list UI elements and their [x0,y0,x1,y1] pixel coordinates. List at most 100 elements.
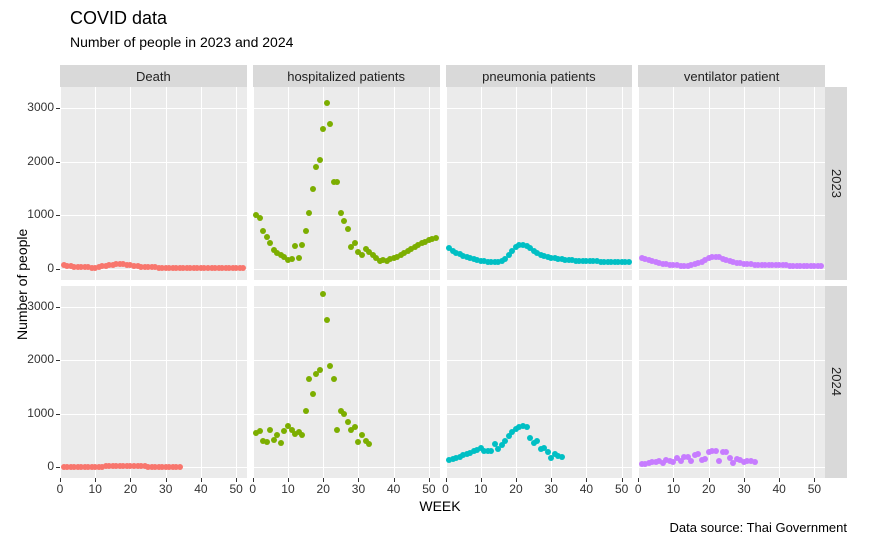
data-point [688,458,694,464]
data-point [264,234,270,240]
x-tick-label: 30 [346,482,370,496]
data-point [331,376,337,382]
data-point [359,252,365,258]
data-point [299,432,305,438]
x-tick-label: 20 [697,482,721,496]
data-point [352,240,358,246]
data-point [433,235,439,241]
data-point [559,454,565,460]
data-point [345,226,351,232]
x-tick-label: 30 [732,482,756,496]
facet-panel [446,87,633,280]
data-point [534,438,540,444]
x-tick-label: 40 [189,482,213,496]
data-point [702,456,708,462]
y-tick-label: 3000 [4,100,54,114]
x-tick-label: 20 [311,482,335,496]
chart-caption: Data source: Thai Government [669,520,847,535]
y-tick-label: 2000 [4,154,54,168]
data-point [334,179,340,185]
chart-title: COVID data [70,8,167,29]
data-point [317,157,323,163]
data-point [320,126,326,132]
facet-col-strip: ventilator patient [638,65,825,87]
data-point [177,464,183,470]
data-point [257,215,263,221]
x-tick-label: 20 [504,482,528,496]
data-point [338,210,344,216]
facet-panel [253,286,440,479]
x-tick-label: 50 [802,482,826,496]
data-point [327,121,333,127]
data-point [352,424,358,430]
data-point [281,428,287,434]
facet-panel [60,286,247,479]
x-tick-label: 10 [276,482,300,496]
y-tick-label: 1000 [4,406,54,420]
data-point [524,424,530,430]
facet-panel [446,286,633,479]
data-point [296,255,302,261]
data-point [310,186,316,192]
data-point [324,317,330,323]
x-tick-label: 40 [382,482,406,496]
facet-panel [253,87,440,280]
facet-row-strip: 2023 [825,87,847,280]
data-point [488,448,494,454]
data-point [289,256,295,262]
data-point [310,391,316,397]
facet-panel [60,87,247,280]
x-tick-label: 0 [626,482,650,496]
x-tick-label: 10 [83,482,107,496]
data-point [264,439,270,445]
data-point [345,419,351,425]
y-axis-title: Number of people [14,229,30,340]
facet-col-strip: hospitalized patients [253,65,440,87]
x-tick-label: 30 [154,482,178,496]
data-point [240,265,246,271]
data-point [341,218,347,224]
data-point [818,263,824,269]
data-point [306,210,312,216]
data-point [303,408,309,414]
data-point [313,164,319,170]
data-point [278,440,284,446]
y-tick-label: 0 [4,261,54,275]
data-point [274,432,280,438]
facet-panel [638,286,825,479]
y-tick-label: 1000 [4,207,54,221]
data-point [355,439,361,445]
data-point [320,291,326,297]
chart-subtitle: Number of people in 2023 and 2024 [70,34,293,50]
y-tick-label: 2000 [4,352,54,366]
data-point [334,427,340,433]
y-tick-label: 3000 [4,299,54,313]
data-point [716,458,722,464]
data-point [257,428,263,434]
facet-row-strip: 2024 [825,286,847,479]
data-point [306,376,312,382]
x-tick-label: 40 [767,482,791,496]
x-tick-label: 30 [539,482,563,496]
data-point [303,228,309,234]
x-tick-label: 10 [469,482,493,496]
x-tick-label: 0 [434,482,458,496]
x-tick-label: 10 [661,482,685,496]
x-axis-title: WEEK [400,498,480,514]
data-point [267,240,273,246]
data-point [366,441,372,447]
y-tick-label: 0 [4,459,54,473]
data-point [752,459,758,465]
data-point [292,243,298,249]
x-tick-label: 20 [118,482,142,496]
data-point [317,367,323,373]
facet-panel [638,87,825,280]
x-tick-label: 0 [241,482,265,496]
data-point [299,242,305,248]
data-point [267,427,273,433]
data-point [341,411,347,417]
data-point [626,259,632,265]
x-tick-label: 40 [574,482,598,496]
data-point [713,448,719,454]
data-point [327,363,333,369]
